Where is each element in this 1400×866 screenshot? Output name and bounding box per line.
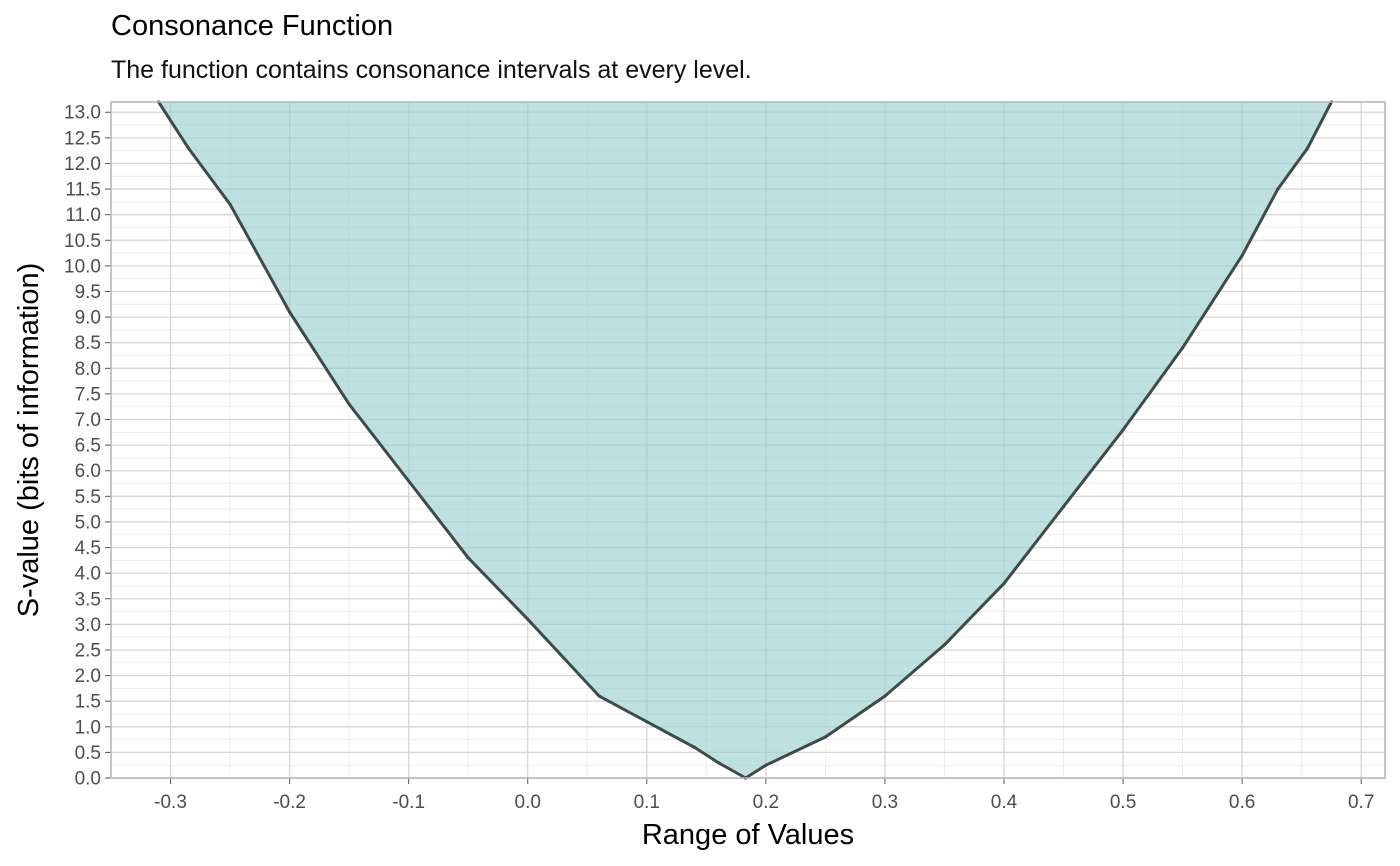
y-tick-label: 7.5 xyxy=(75,384,101,405)
y-tick-label: 1.5 xyxy=(75,692,101,713)
y-tick-label: 5.5 xyxy=(75,487,101,508)
y-tick-label: 9.5 xyxy=(75,282,101,303)
y-tick-label: 13.0 xyxy=(64,103,101,124)
y-tick-label: 3.5 xyxy=(75,589,101,610)
upper-bound-point xyxy=(823,735,827,739)
y-tick-label: 6.5 xyxy=(75,436,101,457)
y-tick-label: 6.0 xyxy=(75,461,101,482)
x-tick-label: 0.6 xyxy=(1229,792,1255,813)
y-axis-title: S-value (bits of information) xyxy=(13,263,45,618)
y-tick-label: 11.5 xyxy=(65,180,101,201)
lower-bound-point xyxy=(692,745,697,749)
y-tick-label: 10.5 xyxy=(64,231,101,252)
y-tick-label: 12.0 xyxy=(64,154,101,175)
y-tick-label: 11.0 xyxy=(65,205,101,226)
y-tick-label: 10.0 xyxy=(64,256,101,277)
y-tick-label: 12.5 xyxy=(64,128,101,149)
y-tick-labels: 0.0 0.5 1.0 1.5 2.0 2.5 3.0 3.5 4.0 4.5 5.0 5.5 6.0 6… xyxy=(64,103,101,790)
x-tick-labels: -0.3 -0.2 -0.1 0.0 0.1 0.2 0.3 0.4 0.5 0.6 0.7 xyxy=(154,792,1374,813)
lower-bound-point xyxy=(407,479,411,483)
x-tick-label: 0.1 xyxy=(634,792,660,813)
y-tick-label: 2.5 xyxy=(75,640,101,661)
x-tick-label: -0.3 xyxy=(154,792,187,813)
upper-bound-point xyxy=(1306,146,1310,150)
lower-bound-point xyxy=(228,202,232,207)
lower-bound-point xyxy=(597,694,601,698)
upper-bound-point xyxy=(1002,581,1006,585)
upper-bound-point xyxy=(1276,187,1280,191)
y-tick-label: 4.5 xyxy=(75,538,101,559)
upper-bound-point xyxy=(1180,346,1185,350)
y-tick-label: 0.5 xyxy=(75,743,101,764)
y-tick-label: 8.5 xyxy=(75,333,101,354)
chart-subtitle: The function contains consonance interva… xyxy=(111,56,752,84)
lower-bound-point xyxy=(347,402,351,406)
upper-bound-point xyxy=(883,694,887,698)
y-tick-label: 8.0 xyxy=(75,359,101,380)
x-tick-label: 0.0 xyxy=(515,792,541,813)
x-tick-label: 0.5 xyxy=(1110,792,1136,813)
lower-bound-point xyxy=(287,310,292,314)
x-axis-title: Range of Values xyxy=(642,819,854,851)
x-tick-label: 0.7 xyxy=(1348,792,1374,813)
lower-bound-point xyxy=(669,732,673,737)
consonance-area xyxy=(158,102,1332,778)
upper-bound-point xyxy=(764,763,768,767)
lower-bound-point xyxy=(645,720,649,724)
x-tick-label: 0.4 xyxy=(991,792,1018,813)
lower-bound-point xyxy=(526,617,530,621)
lower-bound-point xyxy=(186,146,190,150)
y-tick-label: 0.0 xyxy=(75,769,101,790)
upper-bound-point xyxy=(1061,504,1066,509)
chart-title: Consonance Function xyxy=(111,10,394,42)
y-tick-label: 9.0 xyxy=(75,308,101,329)
y-tick-label: 1.0 xyxy=(75,717,101,738)
y-tick-label: 5.0 xyxy=(75,512,101,533)
y-tick-label: 3.0 xyxy=(75,615,101,636)
y-tick-label: 7.0 xyxy=(75,410,101,431)
x-tick-label: 0.2 xyxy=(753,792,779,813)
x-tick-label: -0.2 xyxy=(273,792,306,813)
data-marks xyxy=(110,100,1386,780)
upper-bound-point xyxy=(942,643,947,647)
lower-bound-point xyxy=(466,556,470,560)
upper-bound-point xyxy=(1240,254,1244,258)
x-tick-label: -0.1 xyxy=(392,792,425,813)
y-tick-label: 2.0 xyxy=(75,666,101,687)
lower-bound-point xyxy=(716,761,720,765)
x-tick-label: 0.3 xyxy=(872,792,898,813)
lower-bound-line xyxy=(157,101,747,780)
y-tick-label: 4.0 xyxy=(75,564,101,585)
panel-border xyxy=(110,101,1386,779)
upper-bound-point xyxy=(1121,428,1125,432)
